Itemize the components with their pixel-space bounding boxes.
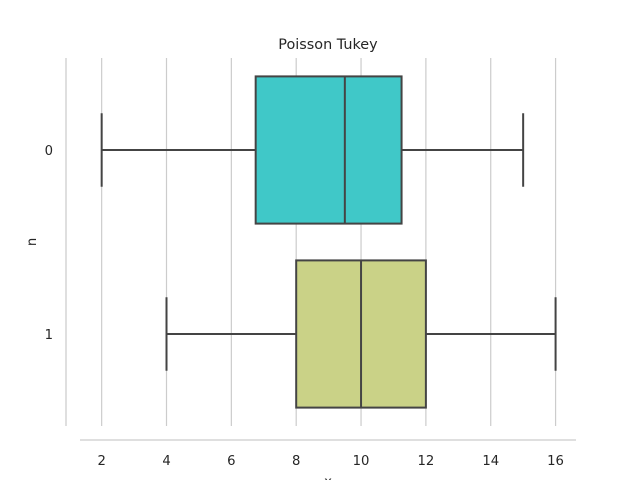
y-tick-label-0: 0 xyxy=(45,144,53,159)
box-group-1 xyxy=(165,259,557,409)
x-axis-label: x xyxy=(324,475,332,480)
x-tick-label-4: 4 xyxy=(162,454,170,469)
x-tick-label-8: 8 xyxy=(292,454,300,469)
y-axis-label: n xyxy=(25,238,40,246)
x-tick-label-14: 14 xyxy=(482,454,499,469)
x-tick-label-10: 10 xyxy=(353,454,370,469)
y-tick-label-1: 1 xyxy=(45,328,53,343)
box-0 xyxy=(254,75,403,225)
x-tick-label-16: 16 xyxy=(547,454,564,469)
x-tick-labels: 2 4 6 8 10 12 14 16 xyxy=(97,454,563,469)
x-tick-label-6: 6 xyxy=(227,454,235,469)
x-tick-label-2: 2 xyxy=(97,454,105,469)
box-group-0 xyxy=(100,75,525,225)
chart-title: Poisson Tukey xyxy=(278,37,378,53)
x-tick-label-12: 12 xyxy=(417,454,434,469)
boxes xyxy=(100,75,557,409)
y-tick-labels: 01 xyxy=(45,144,53,343)
